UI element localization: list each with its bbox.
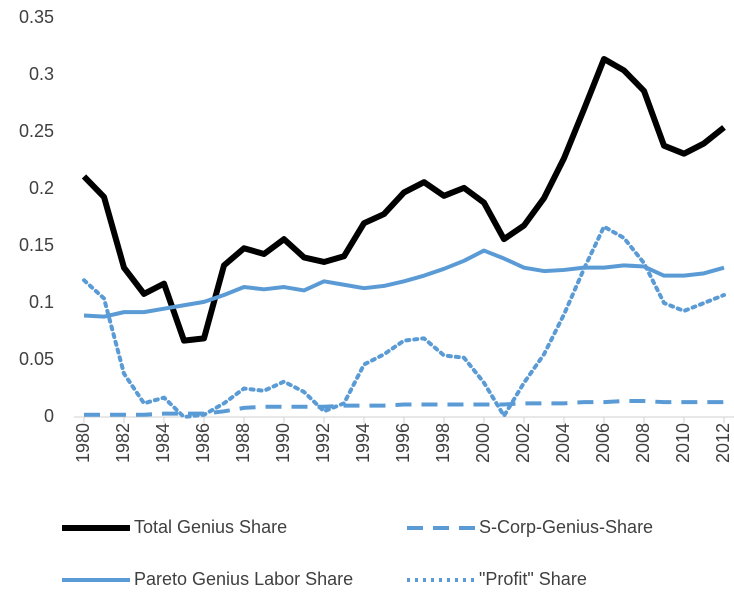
- x-tick-label: 1980: [73, 423, 93, 463]
- y-tick-label: 0.35: [19, 7, 54, 27]
- y-tick-label: 0.1: [29, 292, 54, 312]
- series-line: [84, 399, 724, 417]
- x-tick-label: 1996: [393, 423, 413, 463]
- series-line: [82, 224, 726, 419]
- y-tick-label: 0.3: [29, 64, 54, 84]
- x-tick-label: 1984: [153, 423, 173, 463]
- legend-label: "Profit" Share: [479, 569, 587, 589]
- x-tick-label: 2006: [593, 423, 613, 463]
- y-tick-label: 0.25: [19, 121, 54, 141]
- y-tick-label: 0: [44, 406, 54, 426]
- x-tick-label: 1982: [113, 423, 133, 463]
- x-tick-label: 2004: [553, 423, 573, 463]
- x-tick-label: 1986: [193, 423, 213, 463]
- legend-label: Total Genius Share: [134, 517, 287, 537]
- series-line: [81, 56, 726, 344]
- x-tick-label: 1988: [233, 423, 253, 463]
- y-tick-label: 0.2: [29, 178, 54, 198]
- legend-label: Pareto Genius Labor Share: [134, 569, 353, 589]
- series-line: [83, 248, 725, 319]
- x-tick-label: 1990: [273, 423, 293, 463]
- x-tick-label: 2008: [633, 423, 653, 463]
- y-tick-label: 0.15: [19, 235, 54, 255]
- x-tick-label: 2002: [513, 423, 533, 463]
- x-tick-label: 1998: [433, 423, 453, 463]
- x-tick-label: 2010: [673, 423, 693, 463]
- x-tick-label: 1992: [313, 423, 333, 463]
- y-tick-label: 0.05: [19, 349, 54, 369]
- x-tick-label: 2012: [713, 423, 733, 463]
- x-tick-label: 1994: [353, 423, 373, 463]
- x-tick-label: 2000: [473, 423, 493, 463]
- legend-label: S-Corp-Genius-Share: [479, 517, 653, 537]
